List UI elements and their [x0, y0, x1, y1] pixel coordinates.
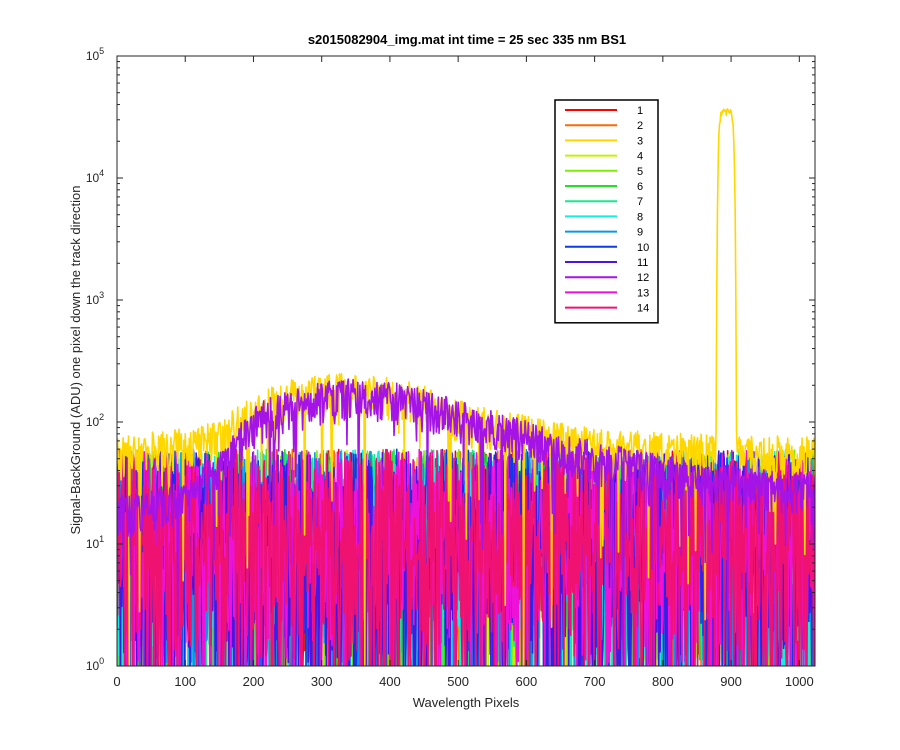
- x-tick-label: 300: [311, 674, 333, 689]
- legend-label: 4: [637, 151, 643, 163]
- series-line-3: [117, 108, 815, 666]
- x-tick-label: 0: [113, 674, 120, 689]
- x-axis: 0 100 200 300 400 500 600 700 800 900 1000: [113, 56, 814, 689]
- y-tick-base: 10: [86, 537, 100, 551]
- y-tick-label: 104: [86, 168, 104, 185]
- x-tick-label: 100: [174, 674, 196, 689]
- y-tick-base: 10: [86, 293, 100, 307]
- y-tick-label: 105: [86, 46, 104, 63]
- y-tick-label: 101: [86, 534, 104, 551]
- plot-frame: [116, 55, 816, 667]
- y-tick-label: 103: [86, 290, 104, 307]
- x-tick-label: 900: [720, 674, 742, 689]
- y-tick-base: 10: [86, 171, 100, 185]
- legend-label: 7: [637, 196, 643, 208]
- y-tick-exponent: 4: [99, 168, 104, 178]
- y-tick-exponent: 3: [99, 290, 104, 300]
- legend-label: 2: [637, 120, 643, 132]
- legend-label: 13: [637, 287, 649, 299]
- x-tick-label: 700: [584, 674, 606, 689]
- legend-label: 11: [637, 257, 648, 269]
- x-tick-label: 200: [243, 674, 265, 689]
- legend-label: 10: [637, 242, 649, 254]
- y-tick-base: 10: [86, 659, 100, 673]
- legend-label: 12: [637, 272, 649, 284]
- series-layer: [117, 108, 815, 666]
- chart-title: s2015082904_img.mat int time = 25 sec 33…: [308, 32, 626, 47]
- plot-area: [116, 55, 816, 667]
- y-tick-exponent: 2: [99, 412, 104, 422]
- legend-label: 5: [637, 166, 643, 178]
- y-tick-base: 10: [86, 415, 100, 429]
- legend-box: [554, 99, 659, 324]
- legend-label: 6: [637, 181, 643, 193]
- x-tick-label: 400: [379, 674, 401, 689]
- legend-label: 8: [637, 211, 643, 223]
- series-line-14: [117, 448, 815, 666]
- y-axis-label: Signal-BackGround (ADU) one pixel down t…: [68, 185, 83, 534]
- y-tick-label: 102: [86, 412, 104, 429]
- y-tick-exponent: 1: [99, 534, 104, 544]
- x-tick-label: 500: [447, 674, 469, 689]
- legend-label: 14: [637, 303, 649, 315]
- y-tick-exponent: 5: [99, 46, 104, 56]
- x-tick-label: 1000: [785, 674, 814, 689]
- y-tick-exponent: 0: [99, 656, 104, 666]
- x-tick-label: 800: [652, 674, 674, 689]
- legend-label: 3: [637, 135, 643, 147]
- legend-label: 9: [637, 227, 643, 239]
- y-tick-label: 100: [86, 656, 104, 673]
- x-axis-label: Wavelength Pixels: [413, 695, 520, 710]
- series-line-12: [117, 378, 815, 666]
- legend-label: 1: [637, 105, 643, 117]
- y-tick-base: 10: [86, 49, 100, 63]
- x-tick-label: 600: [516, 674, 538, 689]
